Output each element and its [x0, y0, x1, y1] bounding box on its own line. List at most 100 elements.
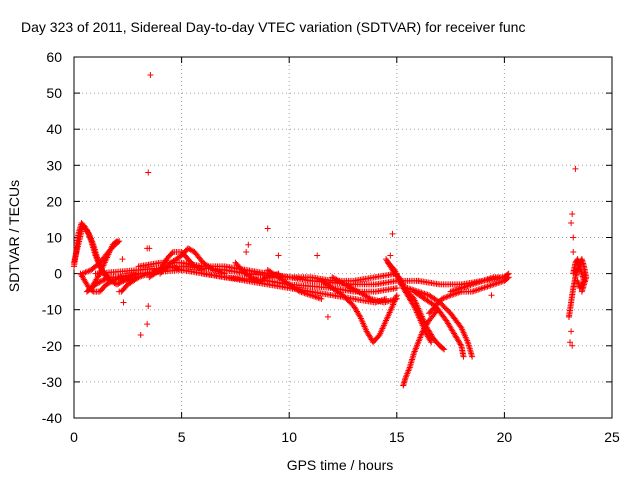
grid [74, 57, 612, 418]
data-point [484, 283, 491, 290]
data-point [248, 274, 255, 281]
outlier-point [243, 248, 250, 255]
data-point [256, 277, 263, 284]
data-point [261, 275, 268, 282]
y-tick-label: 40 [46, 121, 62, 137]
data-point [393, 295, 400, 302]
data-point [472, 287, 479, 294]
y-axis-label: SDTVAR / TECUs [6, 180, 22, 292]
data-point [115, 280, 122, 287]
outlier-point [568, 220, 575, 227]
outlier-point [324, 313, 331, 320]
outlier-point [264, 225, 271, 232]
data-point [107, 279, 114, 286]
data-point [187, 246, 194, 253]
outlier-point [570, 248, 577, 255]
data-point [441, 346, 448, 353]
data-point [168, 250, 175, 257]
x-axis-label: GPS time / hours [287, 457, 394, 473]
outlier-point [570, 234, 577, 241]
data-point [443, 294, 450, 301]
data-point [185, 245, 192, 252]
outlier-point [119, 256, 126, 263]
outlier-point [245, 241, 252, 248]
data-point [470, 288, 477, 295]
data-point [457, 341, 464, 348]
x-tick-label: 0 [70, 429, 78, 445]
axis-ticks: 0 5 10 15 20 25 -40 -30 -20 -10 0 10 20 30 40 50 60 [42, 49, 620, 445]
outlier-point [275, 252, 282, 259]
y-tick-label: 0 [54, 266, 62, 282]
y-tick-label: -40 [42, 410, 62, 426]
outlier-point [144, 321, 151, 328]
outlier-point [116, 288, 123, 295]
y-tick-label: -10 [42, 302, 62, 318]
data-point [114, 281, 121, 288]
data-point [109, 277, 116, 284]
data-point [263, 274, 270, 281]
outlier-point [389, 230, 396, 237]
outlier-point [565, 313, 572, 320]
data-point [79, 270, 86, 277]
x-tick-label: 5 [178, 429, 186, 445]
data-point [428, 339, 435, 346]
x-tick-label: 20 [497, 429, 513, 445]
outlier-point [488, 292, 495, 299]
outlier-point [567, 339, 574, 346]
chart-title: Day 323 of 2011, Sidereal Day-to-day VTE… [21, 19, 525, 35]
x-tick-label: 15 [389, 429, 405, 445]
data-point [427, 337, 434, 344]
outlier-point [145, 169, 152, 176]
data-point [482, 284, 489, 291]
data-series [71, 72, 590, 389]
data-point [469, 353, 476, 360]
data-point [83, 268, 90, 275]
data-point [475, 286, 482, 293]
data-point [486, 282, 493, 289]
data-point [578, 288, 585, 295]
data-point [82, 269, 89, 276]
data-point [420, 327, 427, 334]
data-point [444, 293, 451, 300]
data-point [393, 285, 400, 292]
data-point [257, 277, 264, 284]
data-point [476, 286, 483, 293]
data-point [103, 281, 110, 288]
data-point [400, 382, 407, 389]
data-point [318, 295, 325, 302]
data-point [111, 277, 118, 284]
outlier-point [568, 328, 575, 335]
outlier-point [569, 342, 576, 349]
data-point [101, 276, 108, 283]
data-point [260, 276, 267, 283]
data-point [504, 271, 511, 278]
y-tick-label: -30 [42, 374, 62, 390]
outlier-point [145, 303, 152, 310]
data-point [186, 246, 193, 253]
data-point [250, 275, 257, 282]
data-point [253, 276, 260, 283]
data-point [574, 277, 581, 284]
data-point [441, 294, 448, 301]
data-point [505, 270, 512, 277]
data-point [85, 268, 92, 275]
data-point [251, 276, 258, 283]
data-point [102, 275, 109, 282]
data-point [188, 247, 195, 254]
data-point [489, 281, 496, 288]
x-tick-label: 10 [281, 429, 297, 445]
data-point [81, 269, 88, 276]
data-point [115, 239, 122, 246]
y-tick-label: -20 [42, 338, 62, 354]
data-point [105, 279, 112, 286]
data-point [479, 285, 486, 292]
data-point [438, 295, 445, 302]
data-point [481, 284, 488, 291]
data-point [366, 295, 373, 302]
outlier-point [147, 72, 154, 79]
y-tick-label: 20 [46, 193, 62, 209]
outlier-point [146, 245, 153, 252]
y-tick-label: 30 [46, 157, 62, 173]
data-point [440, 345, 447, 352]
data-point [501, 274, 508, 281]
